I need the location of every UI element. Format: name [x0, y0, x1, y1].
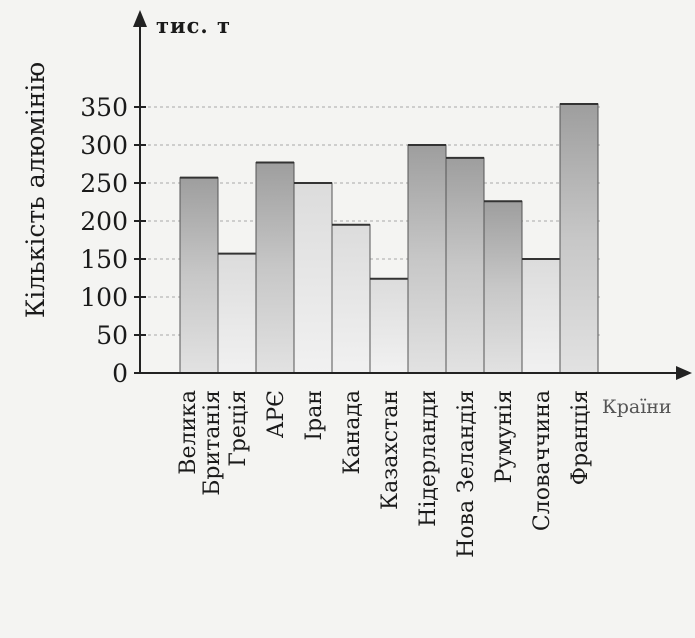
- bar: [445, 157, 485, 374]
- x-axis-arrow-icon: [676, 366, 692, 380]
- bar: [369, 278, 409, 374]
- x-tick-labels: Велика Британія Греція АРЄ Іран Канада Казахст…: [176, 390, 593, 558]
- bar: [179, 177, 219, 374]
- x-tick-label: Нідерланди: [416, 390, 441, 527]
- y-tick-label: 150: [80, 245, 128, 274]
- bars: [179, 102, 599, 374]
- bar: [217, 253, 257, 374]
- x-tick-label: Британія: [200, 390, 225, 496]
- bar: [255, 161, 295, 374]
- x-axis-title: Країни: [602, 396, 672, 418]
- y-tick-label: 350: [80, 93, 128, 122]
- x-tick-label: Румунія: [492, 390, 517, 483]
- bar: [331, 224, 371, 374]
- bar: [483, 200, 523, 374]
- y-tick-label: 50: [96, 321, 128, 350]
- x-tick-label: Казахстан: [378, 390, 403, 510]
- y-unit-label: тис. т: [156, 13, 231, 38]
- y-tick-label: 300: [80, 131, 128, 160]
- x-tick-label: Велика: [176, 390, 201, 475]
- bar: [559, 103, 599, 374]
- x-tick-label: Франція: [568, 390, 593, 485]
- axes: [133, 10, 692, 380]
- x-tick-label: Канада: [340, 390, 365, 475]
- bar: [293, 182, 333, 374]
- y-tick-label: 100: [80, 283, 128, 312]
- x-tick-label: Словаччина: [530, 390, 555, 531]
- x-tick-label: Греція: [226, 390, 251, 467]
- y-axis-arrow-icon: [133, 10, 147, 27]
- x-tick-label: Нова Зеландія: [454, 390, 479, 558]
- x-tick-label: АРЄ: [264, 390, 289, 438]
- x-tick-label: Іран: [302, 390, 327, 441]
- bar: [521, 258, 561, 374]
- y-tick-label: 0: [112, 359, 128, 388]
- y-tick-labels: 0 50 100 150 200 250 300 350: [80, 93, 146, 388]
- y-tick-label: 250: [80, 169, 128, 198]
- y-tick-label: 200: [80, 207, 128, 236]
- bar: [407, 144, 447, 374]
- y-axis-title: Кількість алюмінію: [21, 62, 50, 318]
